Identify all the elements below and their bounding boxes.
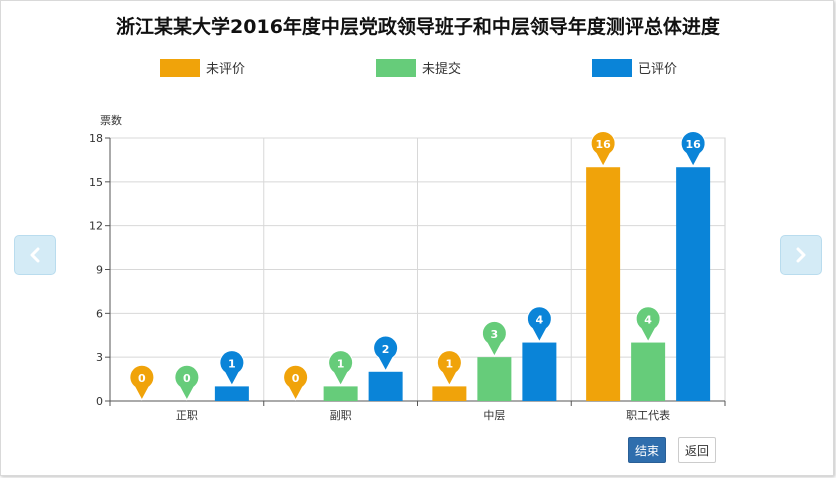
bar — [522, 342, 557, 401]
y-tick-label: 0 — [96, 395, 103, 408]
data-label-pin — [590, 131, 616, 168]
x-tick-label: 副职 — [330, 409, 352, 422]
x-tick-label: 中层 — [483, 409, 505, 422]
y-tick-label: 12 — [89, 220, 103, 233]
data-label-pin — [526, 306, 552, 343]
data-label-pin — [481, 321, 507, 358]
y-tick-label: 6 — [96, 307, 103, 320]
chevron-right-icon — [796, 247, 806, 263]
data-label: 16 — [685, 138, 701, 151]
legend-label: 未评价 — [206, 62, 246, 77]
x-tick-label: 正职 — [176, 409, 198, 422]
bar — [586, 167, 621, 401]
data-label: 0 — [183, 372, 191, 385]
x-tick-label: 职工代表 — [626, 408, 670, 422]
chevron-left-icon — [30, 247, 40, 263]
page-title: 浙江某某大学2016年度中层党政领导班子和中层领导年度测评总体进度 — [116, 16, 720, 38]
legend-label: 未提交 — [422, 62, 462, 77]
bar — [631, 342, 666, 401]
y-tick-label: 9 — [96, 264, 103, 277]
data-label-pin — [174, 364, 200, 402]
data-label-pin — [219, 350, 245, 387]
bar — [676, 167, 711, 401]
y-tick-label: 3 — [96, 351, 103, 364]
legend-item-not-submitted[interactable]: 未提交 — [376, 58, 461, 77]
legend-item-not-evaluated[interactable]: 未评价 — [160, 58, 245, 77]
data-label: 3 — [491, 328, 499, 341]
data-label: 4 — [644, 314, 652, 327]
back-button[interactable]: 返回 — [678, 437, 716, 463]
data-label: 1 — [337, 357, 345, 370]
y-axis-label: 票数 — [100, 114, 122, 127]
legend-item-evaluated[interactable]: 已评价 — [592, 58, 677, 77]
legend-label: 已评价 — [638, 62, 678, 77]
data-label-pin — [129, 364, 155, 402]
bar — [368, 371, 403, 401]
legend-swatch — [160, 58, 200, 77]
data-label-pin — [635, 306, 661, 343]
data-label: 0 — [138, 372, 146, 385]
bar — [323, 386, 358, 401]
data-label-pin — [436, 350, 462, 387]
data-label-pin — [680, 131, 706, 168]
finish-button[interactable]: 结束 — [628, 437, 666, 463]
data-label-pin — [373, 335, 399, 372]
chart-legend: 未评价 未提交 已评价 — [0, 58, 836, 80]
y-tick-label: 18 — [89, 132, 103, 145]
data-label: 4 — [536, 314, 544, 327]
data-label: 2 — [382, 343, 390, 356]
bar — [432, 386, 467, 401]
data-label: 16 — [595, 138, 611, 151]
prev-button[interactable] — [14, 235, 56, 275]
data-label: 1 — [228, 357, 236, 370]
bar — [214, 386, 249, 401]
y-tick-label: 15 — [89, 176, 103, 189]
data-label-pin — [328, 350, 354, 387]
next-button[interactable] — [780, 235, 822, 275]
legend-swatch — [592, 58, 632, 77]
data-label: 0 — [292, 372, 300, 385]
data-label-pin — [283, 364, 309, 402]
data-label: 1 — [446, 357, 454, 370]
bar — [477, 357, 512, 401]
legend-swatch — [376, 58, 416, 77]
